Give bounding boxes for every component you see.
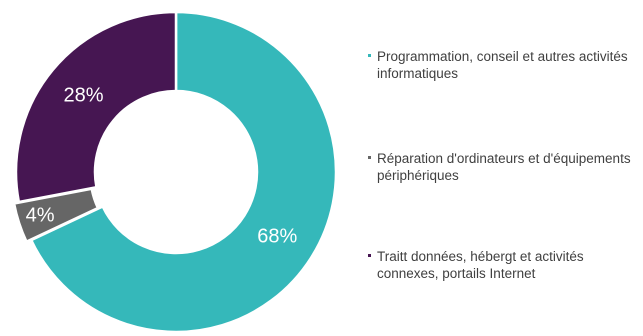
donut-chart: 68% 4% 28% bbox=[12, 10, 338, 334]
legend-marker-programmation bbox=[368, 54, 371, 57]
slice-labels: 68% 4% 28% bbox=[26, 85, 298, 248]
donut-slice-traitement-donnees bbox=[14, 10, 178, 204]
legend-marker-traitement-donnees bbox=[368, 254, 371, 257]
legend-item-reparation: Réparation d'ordinateurs et d'équipement… bbox=[368, 150, 640, 184]
donut-slices bbox=[12, 10, 338, 334]
slice-label-traitement-donnees: 28% bbox=[64, 85, 104, 107]
legend-label-programmation: Programmation, conseil et autres activit… bbox=[377, 49, 628, 81]
legend-item-programmation: Programmation, conseil et autres activit… bbox=[368, 48, 640, 82]
legend-label-traitement-donnees: Traitt données, hébergt et activités con… bbox=[377, 249, 584, 281]
legend-item-traitement-donnees: Traitt données, hébergt et activités con… bbox=[368, 248, 640, 282]
legend-label-reparation: Réparation d'ordinateurs et d'équipement… bbox=[377, 151, 631, 183]
slice-label-reparation: 4% bbox=[26, 205, 55, 227]
donut-slice-programmation bbox=[29, 10, 338, 334]
legend-marker-reparation bbox=[368, 156, 371, 159]
slice-label-programmation: 68% bbox=[257, 225, 297, 247]
